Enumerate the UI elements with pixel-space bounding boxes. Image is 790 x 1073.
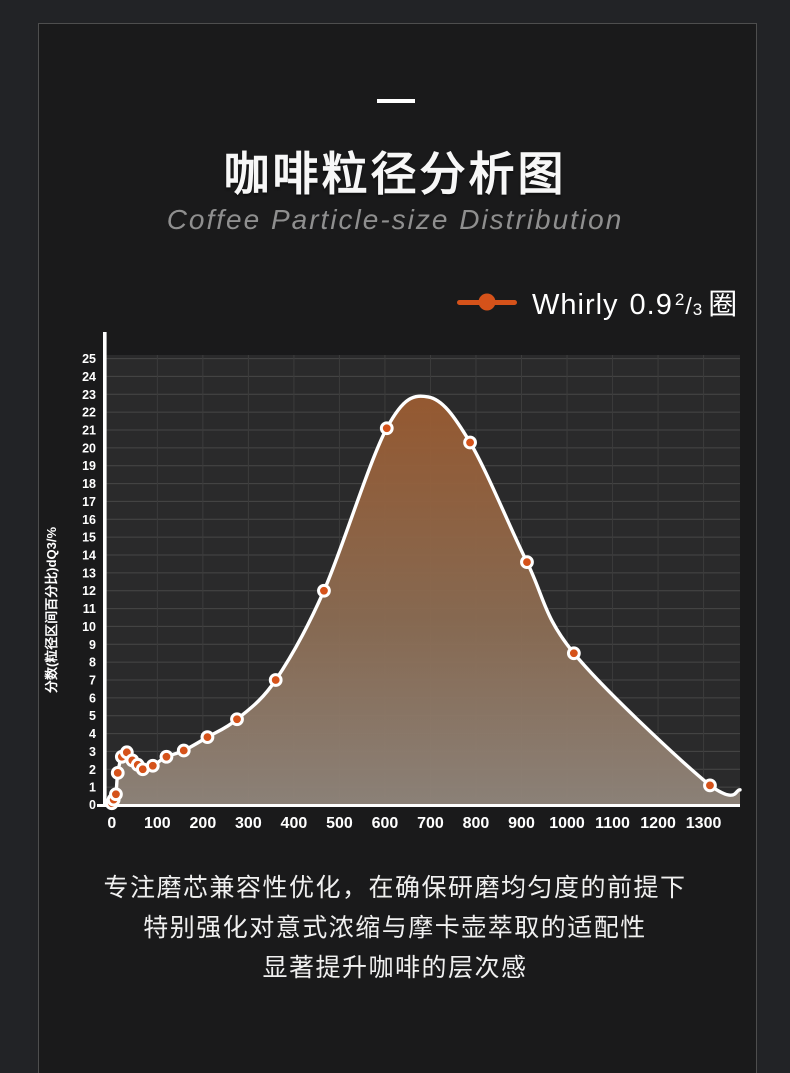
svg-text:400: 400: [281, 815, 308, 832]
svg-text:6: 6: [89, 691, 96, 705]
svg-text:300: 300: [235, 815, 262, 832]
svg-text:600: 600: [372, 815, 399, 832]
svg-text:1: 1: [89, 781, 96, 795]
legend-fraction-denominator: 3: [692, 300, 704, 319]
svg-text:13: 13: [82, 566, 96, 580]
svg-text:200: 200: [190, 815, 217, 832]
svg-text:900: 900: [508, 815, 535, 832]
svg-text:22: 22: [82, 406, 96, 420]
svg-text:500: 500: [326, 815, 353, 832]
page-subtitle: Coffee Particle-size Distribution: [166, 204, 624, 235]
legend-label: Whirly 0.9 2/3 圈: [532, 281, 738, 323]
caption-line-3: 显著提升咖啡的层次感: [262, 954, 528, 982]
svg-text:12: 12: [82, 584, 96, 598]
svg-text:20: 20: [82, 441, 96, 455]
legend-series-name: Whirly: [532, 289, 619, 321]
svg-text:11: 11: [83, 602, 96, 616]
particle-size-chart: 0 100 200 300 400 500 600 700 800 900 1000 1100 1200…: [40, 325, 756, 845]
svg-text:100: 100: [144, 815, 171, 832]
svg-text:10: 10: [82, 620, 96, 634]
legend-fraction-numerator: 2: [674, 290, 686, 309]
svg-text:5: 5: [89, 709, 96, 723]
svg-text:19: 19: [82, 459, 96, 473]
svg-text:23: 23: [82, 388, 96, 402]
svg-text:分数(粒径区间百分比)dQ3/%: 分数(粒径区间百分比)dQ3/%: [44, 527, 59, 694]
svg-text:0: 0: [89, 798, 96, 812]
particle-chart-svg: 0 100 200 300 400 500 600 700 800 900 1000 1100 1200…: [44, 332, 742, 832]
svg-text:1100: 1100: [595, 815, 630, 832]
svg-text:25: 25: [82, 352, 96, 366]
footer-caption: 专注磨芯兼容性优化，在确保研磨均匀度的前提下 特别强化对意式浓缩与摩卡壶萃取的适…: [0, 868, 790, 988]
legend: Whirly 0.9 2/3 圈: [457, 281, 738, 323]
svg-text:15: 15: [82, 531, 96, 545]
legend-line-marker-icon: [457, 293, 517, 311]
page-title: 咖啡粒径分析图: [223, 148, 567, 200]
svg-text:700: 700: [417, 815, 444, 832]
svg-text:1000: 1000: [549, 815, 585, 832]
svg-text:14: 14: [82, 549, 96, 563]
legend-unit: 圈: [708, 289, 739, 321]
legend-dot-icon: [478, 293, 496, 311]
caption-line-1: 专注磨芯兼容性优化，在确保研磨均匀度的前提下: [103, 874, 687, 902]
svg-text:24: 24: [82, 370, 96, 384]
svg-text:17: 17: [82, 495, 96, 509]
legend-series-value: 0.9: [629, 289, 673, 321]
svg-text:800: 800: [463, 815, 490, 832]
svg-text:7: 7: [89, 674, 96, 688]
svg-text:16: 16: [82, 513, 96, 527]
svg-text:0: 0: [107, 815, 116, 832]
svg-text:8: 8: [89, 656, 96, 670]
title-dash-decoration: [377, 99, 415, 103]
svg-text:2: 2: [89, 763, 96, 777]
svg-text:1200: 1200: [640, 815, 676, 832]
svg-text:4: 4: [89, 727, 96, 741]
svg-text:3: 3: [89, 745, 96, 759]
svg-text:9: 9: [89, 638, 96, 652]
svg-text:1300: 1300: [686, 815, 722, 832]
caption-line-2: 特别强化对意式浓缩与摩卡壶萃取的适配性: [143, 914, 647, 942]
legend-fraction-slash: /: [685, 293, 693, 319]
svg-text:18: 18: [82, 477, 96, 491]
svg-text:21: 21: [82, 424, 96, 438]
